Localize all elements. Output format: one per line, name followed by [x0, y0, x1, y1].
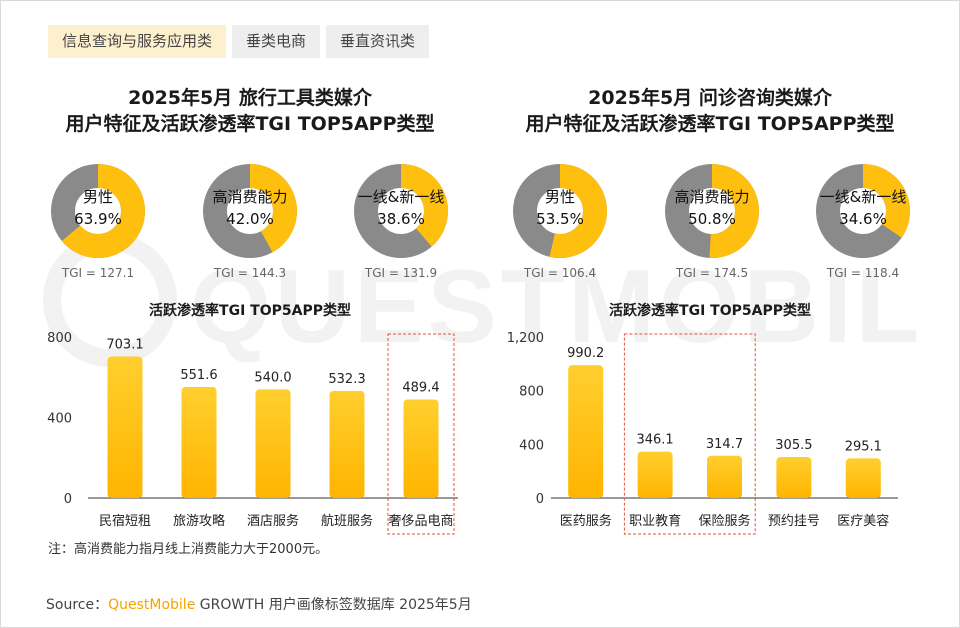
right-title-line2: 用户特征及活跃渗透率TGI TOP5APP类型 — [525, 113, 895, 135]
bar-value-label: 295.1 — [845, 439, 882, 454]
category-label: 医疗美容 — [837, 513, 889, 529]
left-bar-subtitle: 活跃渗透率TGI TOP5APP类型 — [149, 303, 351, 319]
tgi-label: TGI = 144.3 — [213, 266, 287, 280]
tgi-label: TGI = 106.4 — [523, 266, 597, 280]
bar-value-label: 551.6 — [180, 368, 217, 383]
bar — [255, 389, 291, 498]
y-tick-label: 0 — [536, 492, 544, 507]
category-label: 旅游攻略 — [173, 513, 225, 529]
category-label: 航班服务 — [321, 513, 373, 529]
donut-value-segment — [51, 164, 145, 258]
y-tick-label: 400 — [47, 412, 72, 427]
right-bar-subtitle: 活跃渗透率TGI TOP5APP类型 — [609, 303, 811, 319]
donut-high-consumption: 高消费能力 50.8% — [664, 163, 760, 259]
left-chart-title: 2025年5月 旅行工具类媒介 用户特征及活跃渗透率TGI TOP5APP类型 — [40, 85, 460, 137]
bar — [107, 356, 143, 498]
bar-value-label: 305.5 — [775, 438, 812, 453]
bar-value-label: 990.2 — [567, 346, 604, 361]
tab-vertical-news[interactable]: 垂直资讯类 — [326, 25, 430, 58]
highlight-box — [387, 333, 455, 535]
donut-value-segment — [203, 164, 297, 258]
donut-tier1-cities: 一线&新一线 34.6% — [815, 163, 911, 259]
tgi-label: TGI = 118.4 — [826, 266, 900, 280]
category-label: 民宿短租 — [99, 513, 151, 529]
tab-info-query[interactable]: 信息查询与服务应用类 — [48, 25, 227, 58]
bar-value-label: 314.7 — [706, 437, 743, 452]
donut-value-segment — [513, 164, 607, 258]
category-label: 职业教育 — [629, 513, 681, 529]
source-brand: QuestMobile — [108, 597, 196, 613]
left-title-line2: 用户特征及活跃渗透率TGI TOP5APP类型 — [65, 113, 435, 135]
tgi-label: TGI = 127.1 — [61, 266, 135, 280]
y-tick-label: 800 — [47, 331, 72, 346]
bar-value-label: 489.4 — [402, 381, 439, 396]
bar-chart-0: 0 400 800 703.1 民宿短租 551.6 旅游攻略 540.0 酒店服务 532.3 航… — [47, 331, 458, 535]
bar — [845, 458, 881, 498]
bar-chart-1: 0 400 800 1,200 990.2 医药服务 346.1 职业教育 314.7 保险服务 3… — [507, 331, 898, 535]
category-label: 奢侈品电商 — [388, 514, 453, 529]
tgi-label: TGI = 174.5 — [675, 266, 749, 280]
bar-value-label: 540.0 — [254, 370, 291, 385]
bar — [568, 365, 604, 498]
left-title-line1: 2025年5月 旅行工具类媒介 — [128, 87, 372, 109]
right-chart-title: 2025年5月 问诊咨询类媒介 用户特征及活跃渗透率TGI TOP5APP类型 — [500, 85, 920, 137]
category-label: 保险服务 — [698, 513, 750, 529]
category-tabs: 信息查询与服务应用类 垂类电商 垂直资讯类 — [48, 25, 430, 58]
footnote: 注：高消费能力指月线上消费能力大于2000元。 — [48, 542, 329, 557]
donut-value-segment — [665, 164, 759, 258]
donut-value-segment — [816, 164, 910, 258]
donut-male: 男性 53.5% — [512, 163, 608, 259]
bar — [403, 399, 439, 498]
bar — [181, 386, 217, 498]
category-label: 预约挂号 — [768, 514, 820, 529]
bar-value-label: 703.1 — [106, 338, 143, 353]
y-tick-label: 0 — [64, 492, 72, 507]
right-title-line1: 2025年5月 问诊咨询类媒介 — [588, 87, 832, 109]
y-tick-label: 1,200 — [507, 331, 544, 346]
source-line: Source：QuestMobile GROWTH 用户画像标签数据库 2025… — [46, 594, 472, 614]
donut-male: 男性 63.9% — [50, 163, 146, 259]
tab-vertical-ecommerce[interactable]: 垂类电商 — [232, 25, 321, 58]
bar — [707, 455, 742, 498]
bar — [329, 390, 365, 498]
category-label: 医药服务 — [560, 513, 612, 529]
bar-value-label: 346.1 — [636, 433, 673, 448]
highlight-box — [623, 333, 756, 535]
category-label: 酒店服务 — [247, 513, 299, 529]
y-tick-label: 800 — [519, 385, 544, 400]
bar-value-label: 532.3 — [328, 372, 365, 387]
y-tick-label: 400 — [519, 438, 544, 453]
source-suffix: GROWTH 用户画像标签数据库 2025年5月 — [195, 597, 472, 613]
donut-high-consumption: 高消费能力 42.0% — [202, 163, 298, 259]
bar — [776, 457, 812, 498]
tgi-label: TGI = 131.9 — [364, 266, 438, 280]
bar — [637, 451, 673, 498]
donut-value-segment — [354, 164, 448, 258]
donut-tier1-cities: 一线&新一线 38.6% — [353, 163, 449, 259]
source-prefix: Source： — [46, 597, 109, 613]
